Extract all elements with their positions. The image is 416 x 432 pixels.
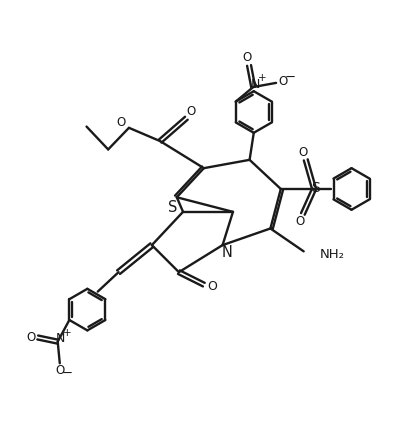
Text: O: O bbox=[116, 116, 125, 129]
Text: −: − bbox=[62, 367, 73, 380]
Text: N: N bbox=[250, 78, 260, 91]
Text: S: S bbox=[311, 181, 320, 195]
Text: +: + bbox=[63, 328, 72, 338]
Text: +: + bbox=[258, 73, 266, 83]
Text: −: − bbox=[285, 71, 296, 84]
Text: O: O bbox=[243, 51, 252, 64]
Text: O: O bbox=[295, 215, 305, 228]
Text: NH₂: NH₂ bbox=[319, 248, 344, 261]
Text: S: S bbox=[168, 200, 177, 215]
Text: N: N bbox=[222, 245, 233, 260]
Text: O: O bbox=[55, 364, 64, 377]
Text: O: O bbox=[27, 331, 36, 344]
Text: O: O bbox=[298, 146, 307, 159]
Text: N: N bbox=[56, 332, 65, 345]
Text: O: O bbox=[187, 105, 196, 118]
Text: O: O bbox=[279, 75, 288, 88]
Text: O: O bbox=[207, 280, 217, 293]
